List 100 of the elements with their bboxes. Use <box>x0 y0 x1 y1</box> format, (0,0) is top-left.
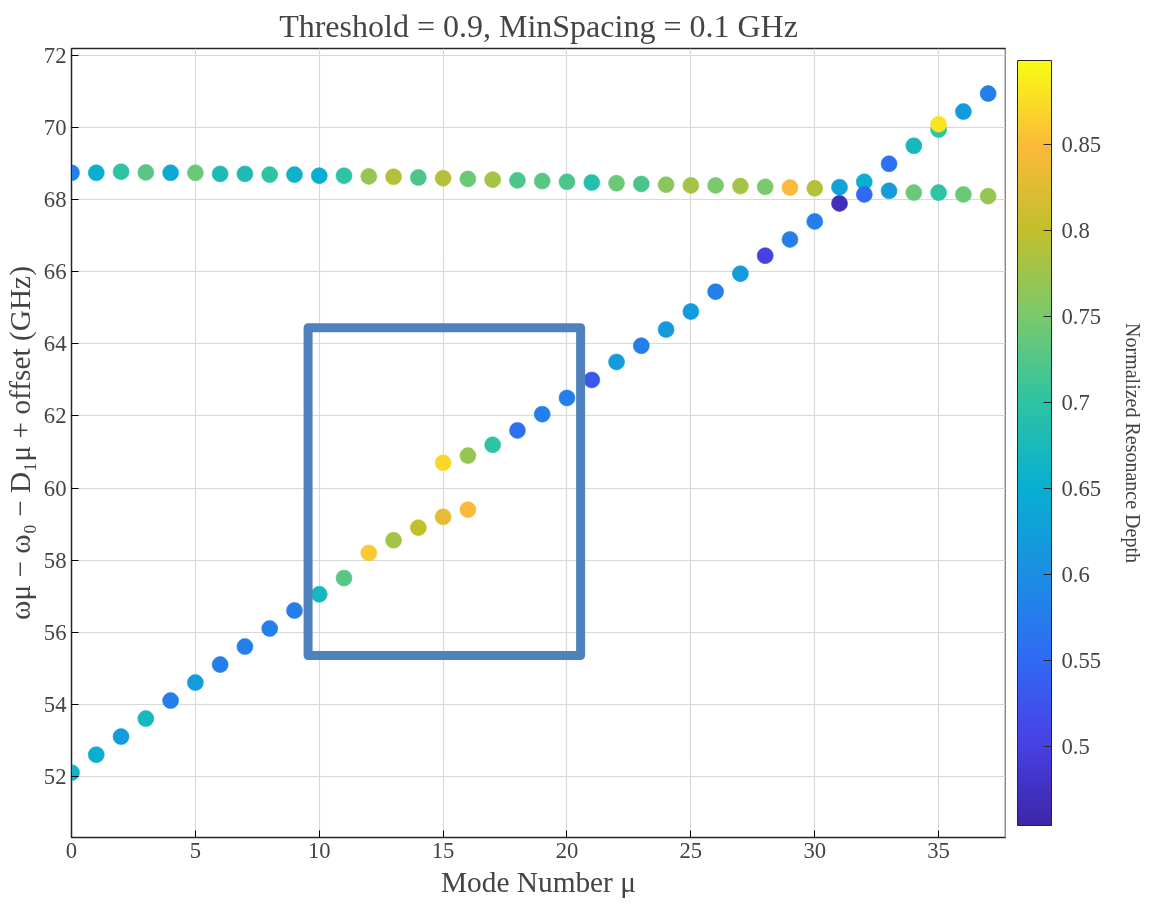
point <box>756 247 774 264</box>
point <box>162 692 179 709</box>
point <box>211 656 229 673</box>
point <box>657 176 675 193</box>
point <box>905 184 923 201</box>
y-tick-label: 56 <box>43 619 67 645</box>
point <box>880 182 898 200</box>
point <box>434 508 452 526</box>
point <box>533 405 551 423</box>
x-tick-label: 35 <box>927 837 950 863</box>
point <box>707 177 724 194</box>
point <box>310 586 328 603</box>
x-tick-label: 10 <box>307 837 331 863</box>
point <box>187 164 204 182</box>
point <box>855 186 873 203</box>
point <box>583 371 601 389</box>
point <box>385 168 402 186</box>
x-tick-label: 20 <box>555 837 579 863</box>
point <box>87 746 105 763</box>
point <box>459 447 477 464</box>
point <box>558 389 576 407</box>
point <box>880 155 898 173</box>
point <box>87 164 105 182</box>
point <box>484 171 501 188</box>
point <box>682 303 700 320</box>
point <box>137 710 155 727</box>
point <box>657 321 675 338</box>
x-tick-label: 15 <box>431 837 455 863</box>
color-bar-label: 0.55 <box>1061 647 1102 673</box>
point <box>633 175 650 193</box>
point <box>310 167 328 184</box>
color-bar-label: 0.65 <box>1061 476 1102 502</box>
point <box>162 164 179 182</box>
point <box>410 519 427 536</box>
point <box>187 674 204 691</box>
chart-title: Threshold = 0.9, MinSpacing = 0.1 GHz <box>279 7 798 44</box>
point <box>831 195 848 212</box>
point <box>410 169 427 186</box>
x-tick-label: 5 <box>189 837 202 863</box>
y-tick-label: 60 <box>43 475 67 501</box>
point <box>137 164 155 181</box>
color-bar-label: 0.75 <box>1061 304 1102 330</box>
point <box>434 169 452 187</box>
y-tick-label: 64 <box>43 331 67 357</box>
point <box>286 602 303 619</box>
color-bar-label: 0.85 <box>1061 132 1102 158</box>
point <box>533 172 551 190</box>
x-axis-title: Mode Number μ <box>441 865 636 898</box>
point <box>682 177 700 194</box>
point <box>633 337 650 355</box>
point <box>955 103 972 120</box>
point <box>707 283 724 300</box>
point <box>459 501 477 518</box>
x-tick-label: 30 <box>803 837 827 863</box>
point <box>955 186 972 203</box>
point <box>509 172 526 189</box>
y-axis-title: ωμ − ω₀ − D₁μ + offset (GHz) <box>3 266 37 620</box>
y-tick-label: 68 <box>43 187 67 213</box>
point <box>608 174 625 192</box>
point <box>756 178 774 196</box>
point <box>979 85 997 102</box>
point <box>583 174 601 191</box>
color-bar-label: 0.7 <box>1061 390 1090 416</box>
point <box>732 265 749 282</box>
point <box>112 728 130 745</box>
point <box>261 166 278 183</box>
point <box>930 184 947 201</box>
point <box>558 173 576 191</box>
point <box>608 353 625 371</box>
y-tick-label: 58 <box>43 547 67 573</box>
point <box>335 167 353 184</box>
point <box>930 115 947 133</box>
point <box>979 187 997 205</box>
y-tick-label: 72 <box>43 43 67 69</box>
point <box>360 168 378 185</box>
point <box>286 166 303 183</box>
y-tick-label: 66 <box>43 259 67 285</box>
point <box>831 178 848 196</box>
point <box>905 137 923 155</box>
color-bar-label: 0.6 <box>1061 562 1090 588</box>
color-bar-label: 0.5 <box>1061 733 1090 759</box>
y-tick-label: 52 <box>43 763 67 789</box>
y-tick-label: 70 <box>43 115 67 141</box>
y-tick-label: 54 <box>43 691 67 717</box>
x-tick-label: 25 <box>679 837 703 863</box>
point <box>806 180 824 197</box>
point <box>781 179 799 196</box>
x-tick-label: 0 <box>65 837 78 863</box>
color-bar-label: 0.8 <box>1061 218 1090 244</box>
point <box>459 170 477 188</box>
point <box>236 165 254 183</box>
point <box>236 638 254 655</box>
point <box>335 569 353 587</box>
point <box>806 213 824 230</box>
point <box>112 163 130 180</box>
point <box>509 422 526 439</box>
point <box>732 177 749 195</box>
y-tick-label: 62 <box>43 403 67 429</box>
point <box>360 544 378 562</box>
point <box>211 165 229 183</box>
